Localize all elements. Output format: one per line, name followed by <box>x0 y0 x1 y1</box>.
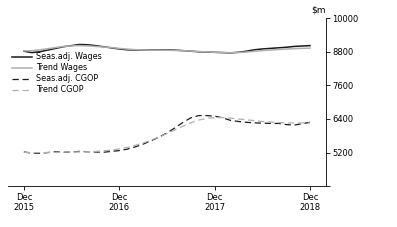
Text: $m: $m <box>311 6 326 15</box>
Legend: Seas.adj. Wages, Trend Wages, Seas.adj. CGOP, Trend CGOP: Seas.adj. Wages, Trend Wages, Seas.adj. … <box>12 52 102 94</box>
